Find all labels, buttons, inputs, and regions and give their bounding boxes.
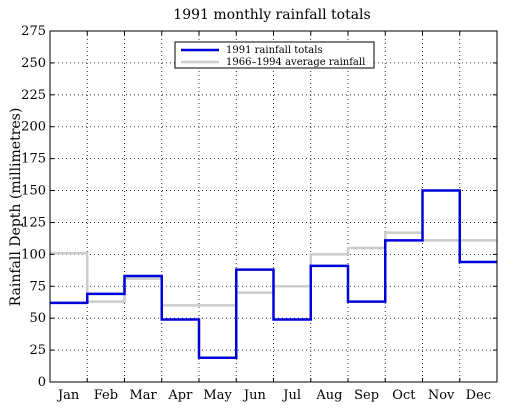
y-tick-label: 75 bbox=[29, 279, 46, 294]
y-tick-label: 225 bbox=[21, 88, 46, 103]
legend-label-1991: 1991 rainfall totals bbox=[226, 45, 323, 56]
y-tick-label: 25 bbox=[29, 343, 46, 358]
x-tick-label: Apr bbox=[167, 388, 193, 403]
x-tick-label: Aug bbox=[315, 388, 342, 403]
x-tick-label: Jan bbox=[56, 388, 80, 403]
chart-title: 1991 monthly rainfall totals bbox=[173, 7, 370, 23]
legend-label-average: 1966–1994 average rainfall bbox=[226, 57, 365, 68]
y-tick-label: 275 bbox=[21, 24, 46, 39]
y-axis-label: Rainfall Depth (millimetres) bbox=[8, 108, 24, 307]
y-tick-label: 175 bbox=[21, 152, 46, 167]
x-tick-label: Jun bbox=[242, 388, 267, 403]
grid-lines bbox=[50, 31, 497, 382]
y-tick-label: 0 bbox=[38, 375, 46, 390]
x-tick-labels: Jan Feb Mar Apr May Jun Jul Aug Sep Oct Nov Dec bbox=[56, 388, 491, 403]
series-line-1991 bbox=[50, 189, 497, 359]
y-tick-label: 200 bbox=[21, 120, 46, 135]
y-tick-label: 250 bbox=[21, 56, 46, 71]
x-tick-label: Mar bbox=[129, 388, 157, 403]
x-tick-label: Nov bbox=[428, 388, 455, 403]
y-tick-label: 100 bbox=[21, 247, 46, 262]
y-tick-label: 125 bbox=[21, 215, 46, 230]
x-tick-label: Oct bbox=[392, 388, 416, 403]
x-tick-label: Feb bbox=[94, 388, 118, 403]
y-tick-labels: 0 25 50 75 100 125 150 175 200 225 250 275 bbox=[21, 24, 46, 390]
x-tick-label: Dec bbox=[466, 388, 491, 403]
y-tick-label: 150 bbox=[21, 184, 46, 199]
legend: 1991 rainfall totals 1966–1994 average r… bbox=[174, 41, 375, 69]
x-tick-label: Sep bbox=[354, 388, 379, 403]
axis-ticks bbox=[50, 30, 497, 383]
x-tick-label: May bbox=[203, 388, 232, 403]
series-lines bbox=[50, 189, 497, 359]
y-tick-label: 50 bbox=[29, 311, 46, 326]
legend-box bbox=[174, 41, 375, 69]
x-tick-label: Jul bbox=[281, 388, 301, 403]
